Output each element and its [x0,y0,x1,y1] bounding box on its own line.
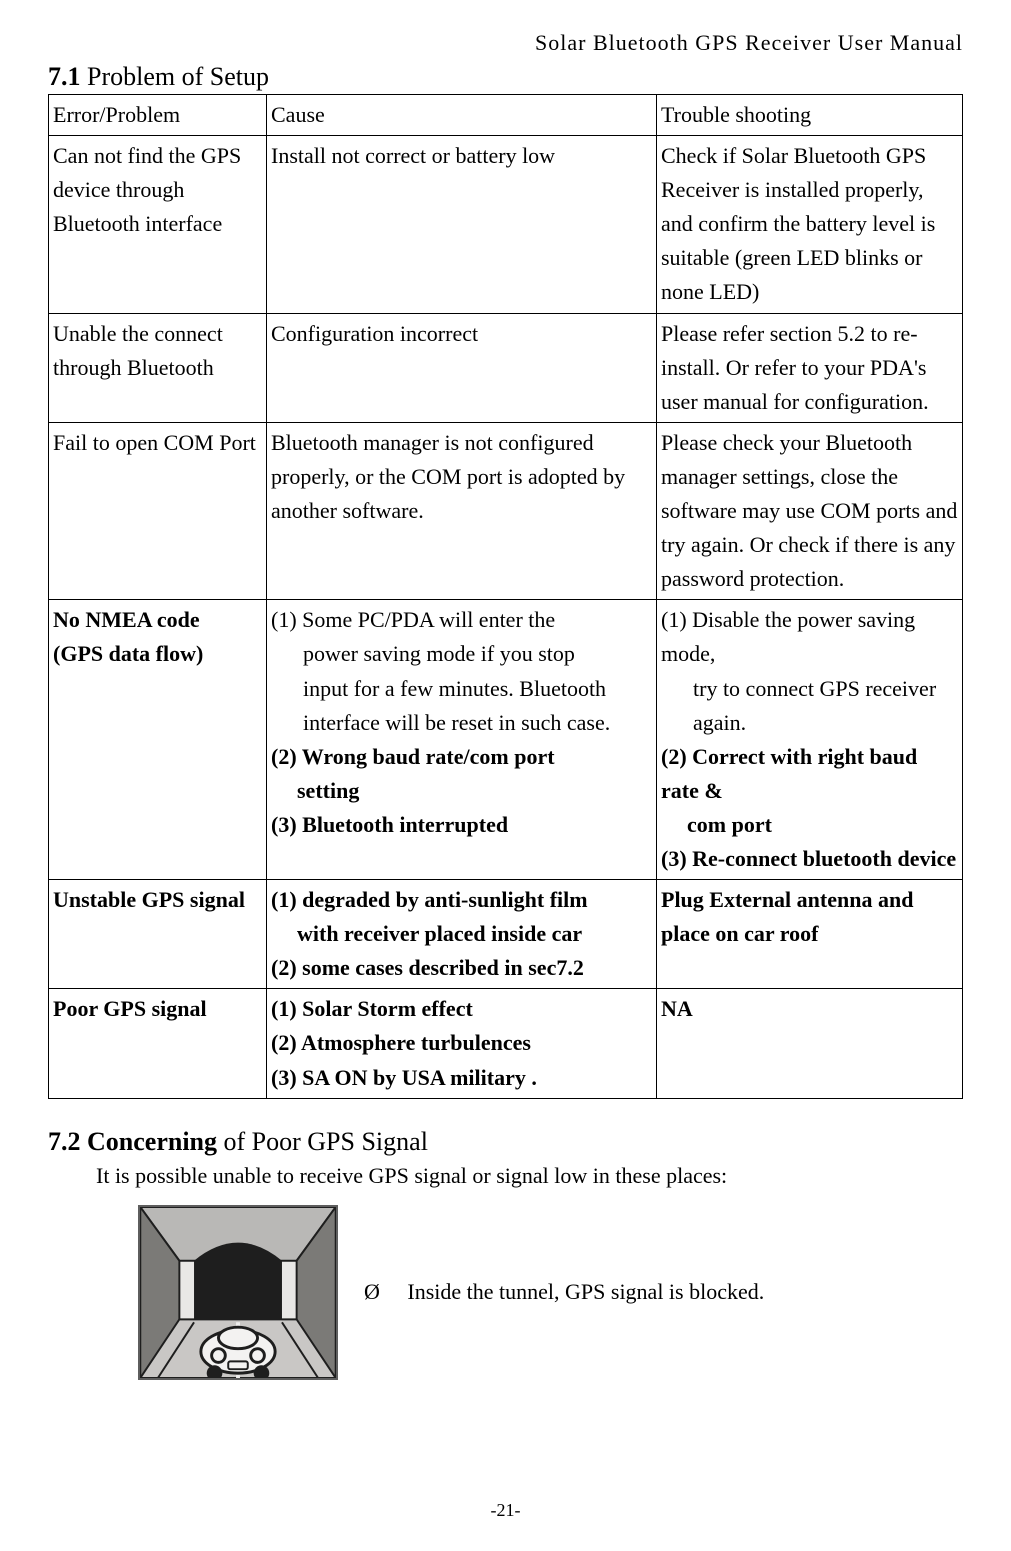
cell-cause: (1) Solar Storm effect (2) Atmosphere tu… [267,989,657,1098]
text-line: (1) Some PC/PDA will enter the [271,603,652,637]
cell-fix: Please refer section 5.2 to re-install. … [657,313,963,422]
page-number: -21- [0,1500,1011,1521]
bullet-glyph-icon: Ø [364,1279,380,1304]
text-line: with receiver placed inside car [271,917,652,951]
cell-cause: Configuration incorrect [267,313,657,422]
table-row: No NMEA code (GPS data flow) (1) Some PC… [49,600,963,880]
text-line: input for a few minutes. Bluetooth [271,672,652,706]
cell-fix: (1) Disable the power saving mode, try t… [657,600,963,880]
text-line: power saving mode if you stop [271,637,652,671]
text-line: try to connect GPS receiver again. [661,672,958,740]
cell-fix: Check if Solar Bluetooth GPS Receiver is… [657,136,963,313]
troubleshoot-table: Error/Problem Cause Trouble shooting Can… [48,94,963,1099]
bullet-item: Ø Inside the tunnel, GPS signal is block… [364,1279,764,1305]
text-line: (GPS data flow) [53,637,262,671]
bullet-text: Inside the tunnel, GPS signal is blocked… [407,1279,764,1304]
cell-problem: Unstable GPS signal [49,880,267,989]
table-row: Can not find the GPS device through Blue… [49,136,963,313]
cell-cause: Install not correct or battery low [267,136,657,313]
table-row: Fail to open COM Port Bluetooth manager … [49,422,963,599]
cell-problem: Fail to open COM Port [49,422,267,599]
text-line: com port [661,808,958,842]
table-row: Poor GPS signal (1) Solar Storm effect (… [49,989,963,1098]
cell-cause: Bluetooth manager is not configured prop… [267,422,657,599]
text-line: (3) Re-connect bluetooth device [661,842,958,876]
cell-problem: Poor GPS signal [49,989,267,1098]
text-line: (3) Bluetooth interrupted [271,808,652,842]
table-row: Unstable GPS signal (1) degraded by anti… [49,880,963,989]
th-cause: Cause [267,95,657,136]
cell-problem: Can not find the GPS device through Blue… [49,136,267,313]
section-7-2-title: of Poor GPS Signal [224,1127,428,1156]
cell-problem: No NMEA code (GPS data flow) [49,600,267,880]
text-line: setting [271,774,652,808]
table-header-row: Error/Problem Cause Trouble shooting [49,95,963,136]
text-line: (1) degraded by anti-sunlight film [271,883,652,917]
cell-fix: Please check your Bluetooth manager sett… [657,422,963,599]
text-line: (3) SA ON by USA military . [271,1061,652,1095]
section-7-1-number: 7.1 [48,62,81,91]
tunnel-illustration-row: Ø Inside the tunnel, GPS signal is block… [48,1205,963,1380]
cell-cause: (1) degraded by anti-sunlight film with … [267,880,657,989]
section-7-2-heading: 7.2 Concerning of Poor GPS Signal [48,1127,963,1157]
cell-cause: (1) Some PC/PDA will enter the power sav… [267,600,657,880]
tunnel-illustration [138,1205,338,1380]
text-line: (2) some cases described in sec7.2 [271,951,652,985]
section-7-2-number: 7.2 Concerning [48,1127,217,1156]
text-line: (2) Atmosphere turbulences [271,1026,652,1060]
cell-problem: Unable the connect through Bluetooth [49,313,267,422]
text-line: (1) Solar Storm effect [271,992,652,1026]
table-row: Unable the connect through Bluetooth Con… [49,313,963,422]
cell-fix: Plug External antenna and place on car r… [657,880,963,989]
section-7-1-title: Problem of Setup [87,62,269,91]
section-7-1-heading: 7.1 Problem of Setup [48,62,963,92]
cell-fix: NA [657,989,963,1098]
text-line: (2) Wrong baud rate/com port [271,740,652,774]
th-error: Error/Problem [49,95,267,136]
text-line: interface will be reset in such case. [271,706,652,740]
th-trouble: Trouble shooting [657,95,963,136]
text-line: No NMEA code [53,603,262,637]
section-7-2-intro: It is possible unable to receive GPS sig… [48,1159,963,1193]
doc-header-title: Solar Bluetooth GPS Receiver User Manual [48,30,963,56]
text-line: (2) Correct with right baud rate & [661,740,958,808]
text-line: (1) Disable the power saving mode, [661,603,958,671]
